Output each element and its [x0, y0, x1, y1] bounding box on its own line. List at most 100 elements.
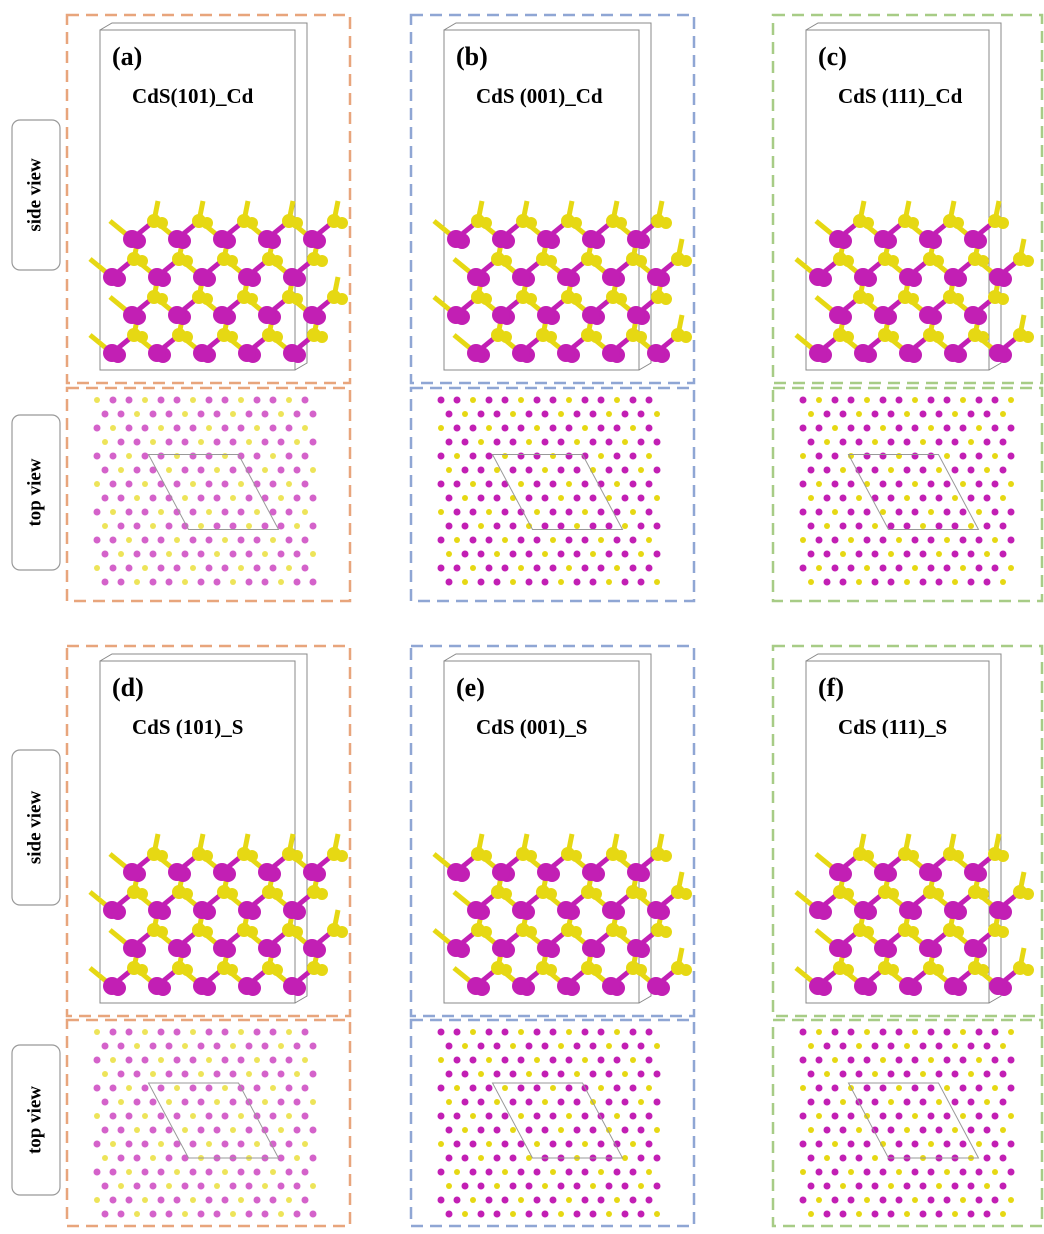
atom-cd: [880, 565, 887, 572]
atom-s: [286, 481, 292, 487]
atom-cd: [510, 1155, 517, 1162]
atom-s: [310, 1183, 316, 1189]
atom-cd: [968, 1127, 975, 1134]
atom-s: [1000, 495, 1006, 501]
atom-cd: [214, 1071, 221, 1078]
panel-label: (a): [112, 42, 142, 71]
atom-cd: [832, 537, 839, 544]
atom-cd: [816, 537, 823, 544]
atom-cd: [854, 977, 872, 995]
atom-s: [302, 509, 308, 515]
atom-s: [598, 453, 604, 459]
atom-s: [928, 509, 934, 515]
atom-s: [936, 467, 942, 473]
side-view: [90, 654, 348, 1003]
atom-cd: [920, 411, 927, 418]
atom-cd: [1008, 1169, 1015, 1176]
atom-cd: [193, 901, 211, 919]
atom-cd: [542, 523, 549, 530]
atom-cd: [558, 467, 565, 474]
atom-cd: [590, 1071, 597, 1078]
atom-cd: [470, 537, 477, 544]
atom-s: [1008, 1113, 1014, 1119]
atom-cd: [550, 425, 557, 432]
atom-s: [310, 467, 316, 473]
atom-cd: [206, 1113, 213, 1120]
atom-cd: [832, 397, 839, 404]
atom-cd: [829, 306, 847, 324]
atom-cd: [566, 453, 573, 460]
atom-cd: [254, 1169, 261, 1176]
atom-s: [856, 411, 862, 417]
atom-cd: [262, 1071, 269, 1078]
atom-cd: [848, 1029, 855, 1036]
atom-cd: [246, 1183, 253, 1190]
atom-s: [110, 509, 116, 515]
atom-s: [246, 439, 252, 445]
atom-s: [960, 397, 966, 403]
atom-cd: [574, 1099, 581, 1106]
atom-cd: [502, 509, 509, 516]
atom-s: [896, 1169, 902, 1175]
atom-s: [542, 467, 548, 473]
atom-cd: [230, 467, 237, 474]
atom-s: [614, 565, 620, 571]
atom-cd: [550, 1197, 557, 1204]
atom-cd: [182, 439, 189, 446]
atom-s: [518, 1113, 524, 1119]
panel-frame-side: [773, 15, 1042, 383]
atom-s: [246, 523, 252, 529]
panel-frame-top: [773, 388, 1042, 601]
atom-cd: [103, 344, 121, 362]
atom-cd: [808, 551, 815, 558]
atom-s: [446, 1099, 452, 1105]
atom-cd: [110, 453, 117, 460]
atom-cd: [158, 453, 165, 460]
atom-cd: [526, 411, 533, 418]
atom-cd: [602, 344, 620, 362]
atom-s: [518, 1197, 524, 1203]
atom-s: [230, 1211, 236, 1217]
atom-cd: [880, 1085, 887, 1092]
atom-cd: [118, 523, 125, 530]
atom-cd: [638, 1211, 645, 1218]
atom-s: [166, 467, 172, 473]
atom-s: [142, 565, 148, 571]
atom-cd: [492, 863, 510, 881]
atom-cd: [964, 230, 982, 248]
atom-cd: [286, 425, 293, 432]
atom-cd: [238, 268, 256, 286]
panel-frame-top: [773, 1020, 1042, 1226]
atom-s: [1000, 1211, 1006, 1217]
atom-cd: [840, 495, 847, 502]
atom-cd: [278, 1071, 285, 1078]
atom-s: [118, 1099, 124, 1105]
panel-frame-top: [411, 1020, 694, 1226]
atom-cd: [854, 901, 872, 919]
atom-cd: [174, 1113, 181, 1120]
atom-cd: [627, 863, 645, 881]
atom-s: [816, 397, 822, 403]
atom-s: [134, 1211, 140, 1217]
atom-cd: [254, 1197, 261, 1204]
atom-s: [278, 1043, 284, 1049]
atom-cd: [1008, 1141, 1015, 1148]
atom-cd: [960, 453, 967, 460]
atom-s: [238, 1113, 244, 1119]
atom-cd: [646, 509, 653, 516]
atom-cd: [558, 439, 565, 446]
atom-cd: [944, 901, 962, 919]
atom-s: [864, 1029, 870, 1035]
atom-cd: [534, 397, 541, 404]
atom-cd: [984, 411, 991, 418]
atom-s: [1000, 1043, 1006, 1049]
atom-cd: [896, 425, 903, 432]
atom-cd: [638, 579, 645, 586]
atom-cd: [566, 425, 573, 432]
atom-cd: [126, 481, 133, 488]
atom-cd: [230, 439, 237, 446]
atom-cd: [214, 439, 221, 446]
atom-cd: [438, 1085, 445, 1092]
atom-cd: [278, 439, 285, 446]
atom-cd: [832, 1085, 839, 1092]
